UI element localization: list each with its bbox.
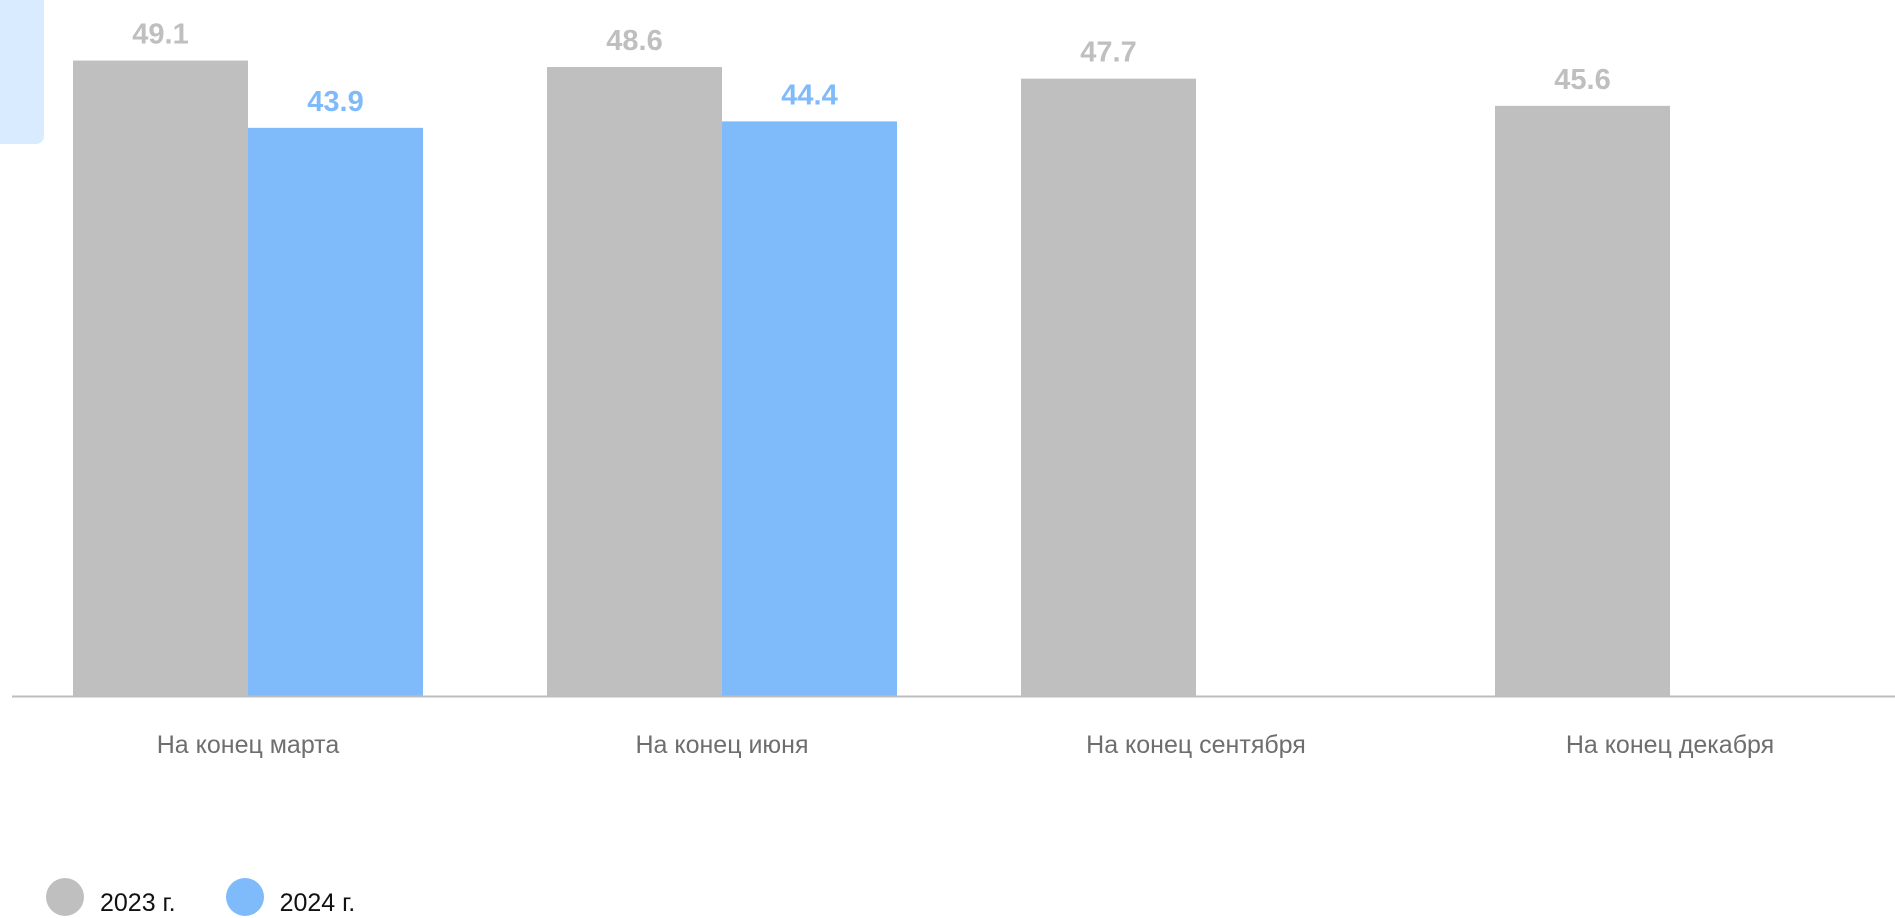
data-label-3-series-0: 45.6 bbox=[1554, 64, 1610, 96]
bar-2-series-0 bbox=[1021, 78, 1196, 696]
legend-item-2024: 2024 г. bbox=[225, 877, 356, 918]
legend-label-2024: 2024 г. bbox=[279, 888, 356, 917]
partial-panel: 4 bbox=[0, 0, 44, 144]
category-label-0: На конец марта bbox=[157, 731, 340, 759]
legend-swatch-2024 bbox=[225, 878, 264, 916]
data-label-0-series-1: 43.9 bbox=[307, 86, 363, 118]
bar-0-series-0 bbox=[73, 60, 248, 697]
data-label-1-series-1: 44.4 bbox=[781, 79, 837, 111]
category-label-1: На конец июня bbox=[635, 731, 808, 759]
category-label-2: На конец сентября bbox=[1086, 731, 1306, 759]
legend-label-2023: 2023 г. bbox=[100, 888, 176, 917]
category-label-3: На конец декабря bbox=[1566, 731, 1774, 759]
bar-0-series-1 bbox=[248, 127, 423, 697]
data-label-2-series-0: 47.7 bbox=[1080, 37, 1136, 69]
data-label-0-series-0: 49.1 bbox=[132, 19, 188, 51]
bar-1-series-0 bbox=[547, 67, 722, 696]
legend-item-2023: 2023 г. bbox=[46, 877, 176, 918]
data-label-1-series-0: 48.6 bbox=[606, 25, 662, 57]
legend-swatch-2023 bbox=[46, 878, 84, 916]
chart-legend: 2023 г. 2024 г. bbox=[46, 878, 405, 917]
bar-3-series-0 bbox=[1495, 105, 1670, 697]
bar-1-series-1 bbox=[722, 121, 897, 697]
